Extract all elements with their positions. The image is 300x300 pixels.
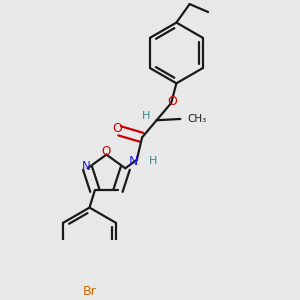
- Text: Br: Br: [82, 286, 96, 298]
- Text: O: O: [102, 145, 111, 158]
- Text: H: H: [142, 111, 150, 121]
- Text: N: N: [129, 155, 138, 168]
- Text: O: O: [167, 95, 177, 108]
- Text: CH₃: CH₃: [187, 114, 206, 124]
- Text: H: H: [149, 156, 157, 166]
- Text: O: O: [112, 122, 122, 135]
- Text: N: N: [82, 160, 91, 173]
